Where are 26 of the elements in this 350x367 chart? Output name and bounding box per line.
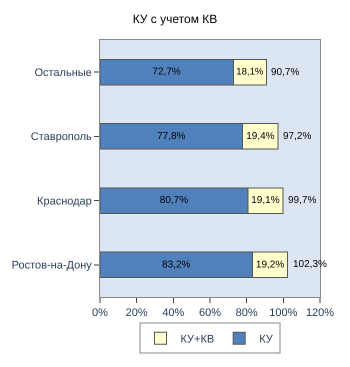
- x-tick-label: 20%: [126, 307, 148, 320]
- y-tick-label: Краснодар: [37, 195, 92, 208]
- legend-label: КУ: [259, 333, 274, 346]
- x-tick-label: 100%: [269, 307, 298, 320]
- total-label: 102,3%: [293, 259, 328, 270]
- legend-label: КУ+КВ: [180, 333, 214, 346]
- x-tick-label: 60%: [198, 307, 222, 320]
- total-label: 90,7%: [271, 67, 300, 78]
- data-label: 80,7%: [160, 195, 188, 206]
- data-label: 18,1%: [236, 66, 264, 78]
- data-label: 19,2%: [256, 259, 284, 270]
- y-tick-label: Остальные: [34, 66, 92, 79]
- data-label: 19,4%: [246, 130, 275, 142]
- x-tick-label: 0%: [92, 307, 108, 320]
- data-label: 72,7%: [152, 66, 181, 78]
- total-label: 99,7%: [288, 195, 316, 206]
- data-label: 19,1%: [251, 195, 280, 206]
- data-label: 83,2%: [162, 259, 190, 270]
- data-label: 77,8%: [157, 130, 186, 142]
- x-tick-label: 120%: [306, 307, 334, 320]
- y-tick-label: Ростов-на-Дону: [12, 260, 92, 272]
- y-tick-label: Ставрополь: [30, 131, 92, 144]
- x-tick-label: 80%: [236, 307, 258, 320]
- x-tick-label: 40%: [162, 307, 185, 320]
- chart-title: КУ с учетом КВ: [132, 12, 218, 26]
- total-label: 97,2%: [283, 131, 312, 142]
